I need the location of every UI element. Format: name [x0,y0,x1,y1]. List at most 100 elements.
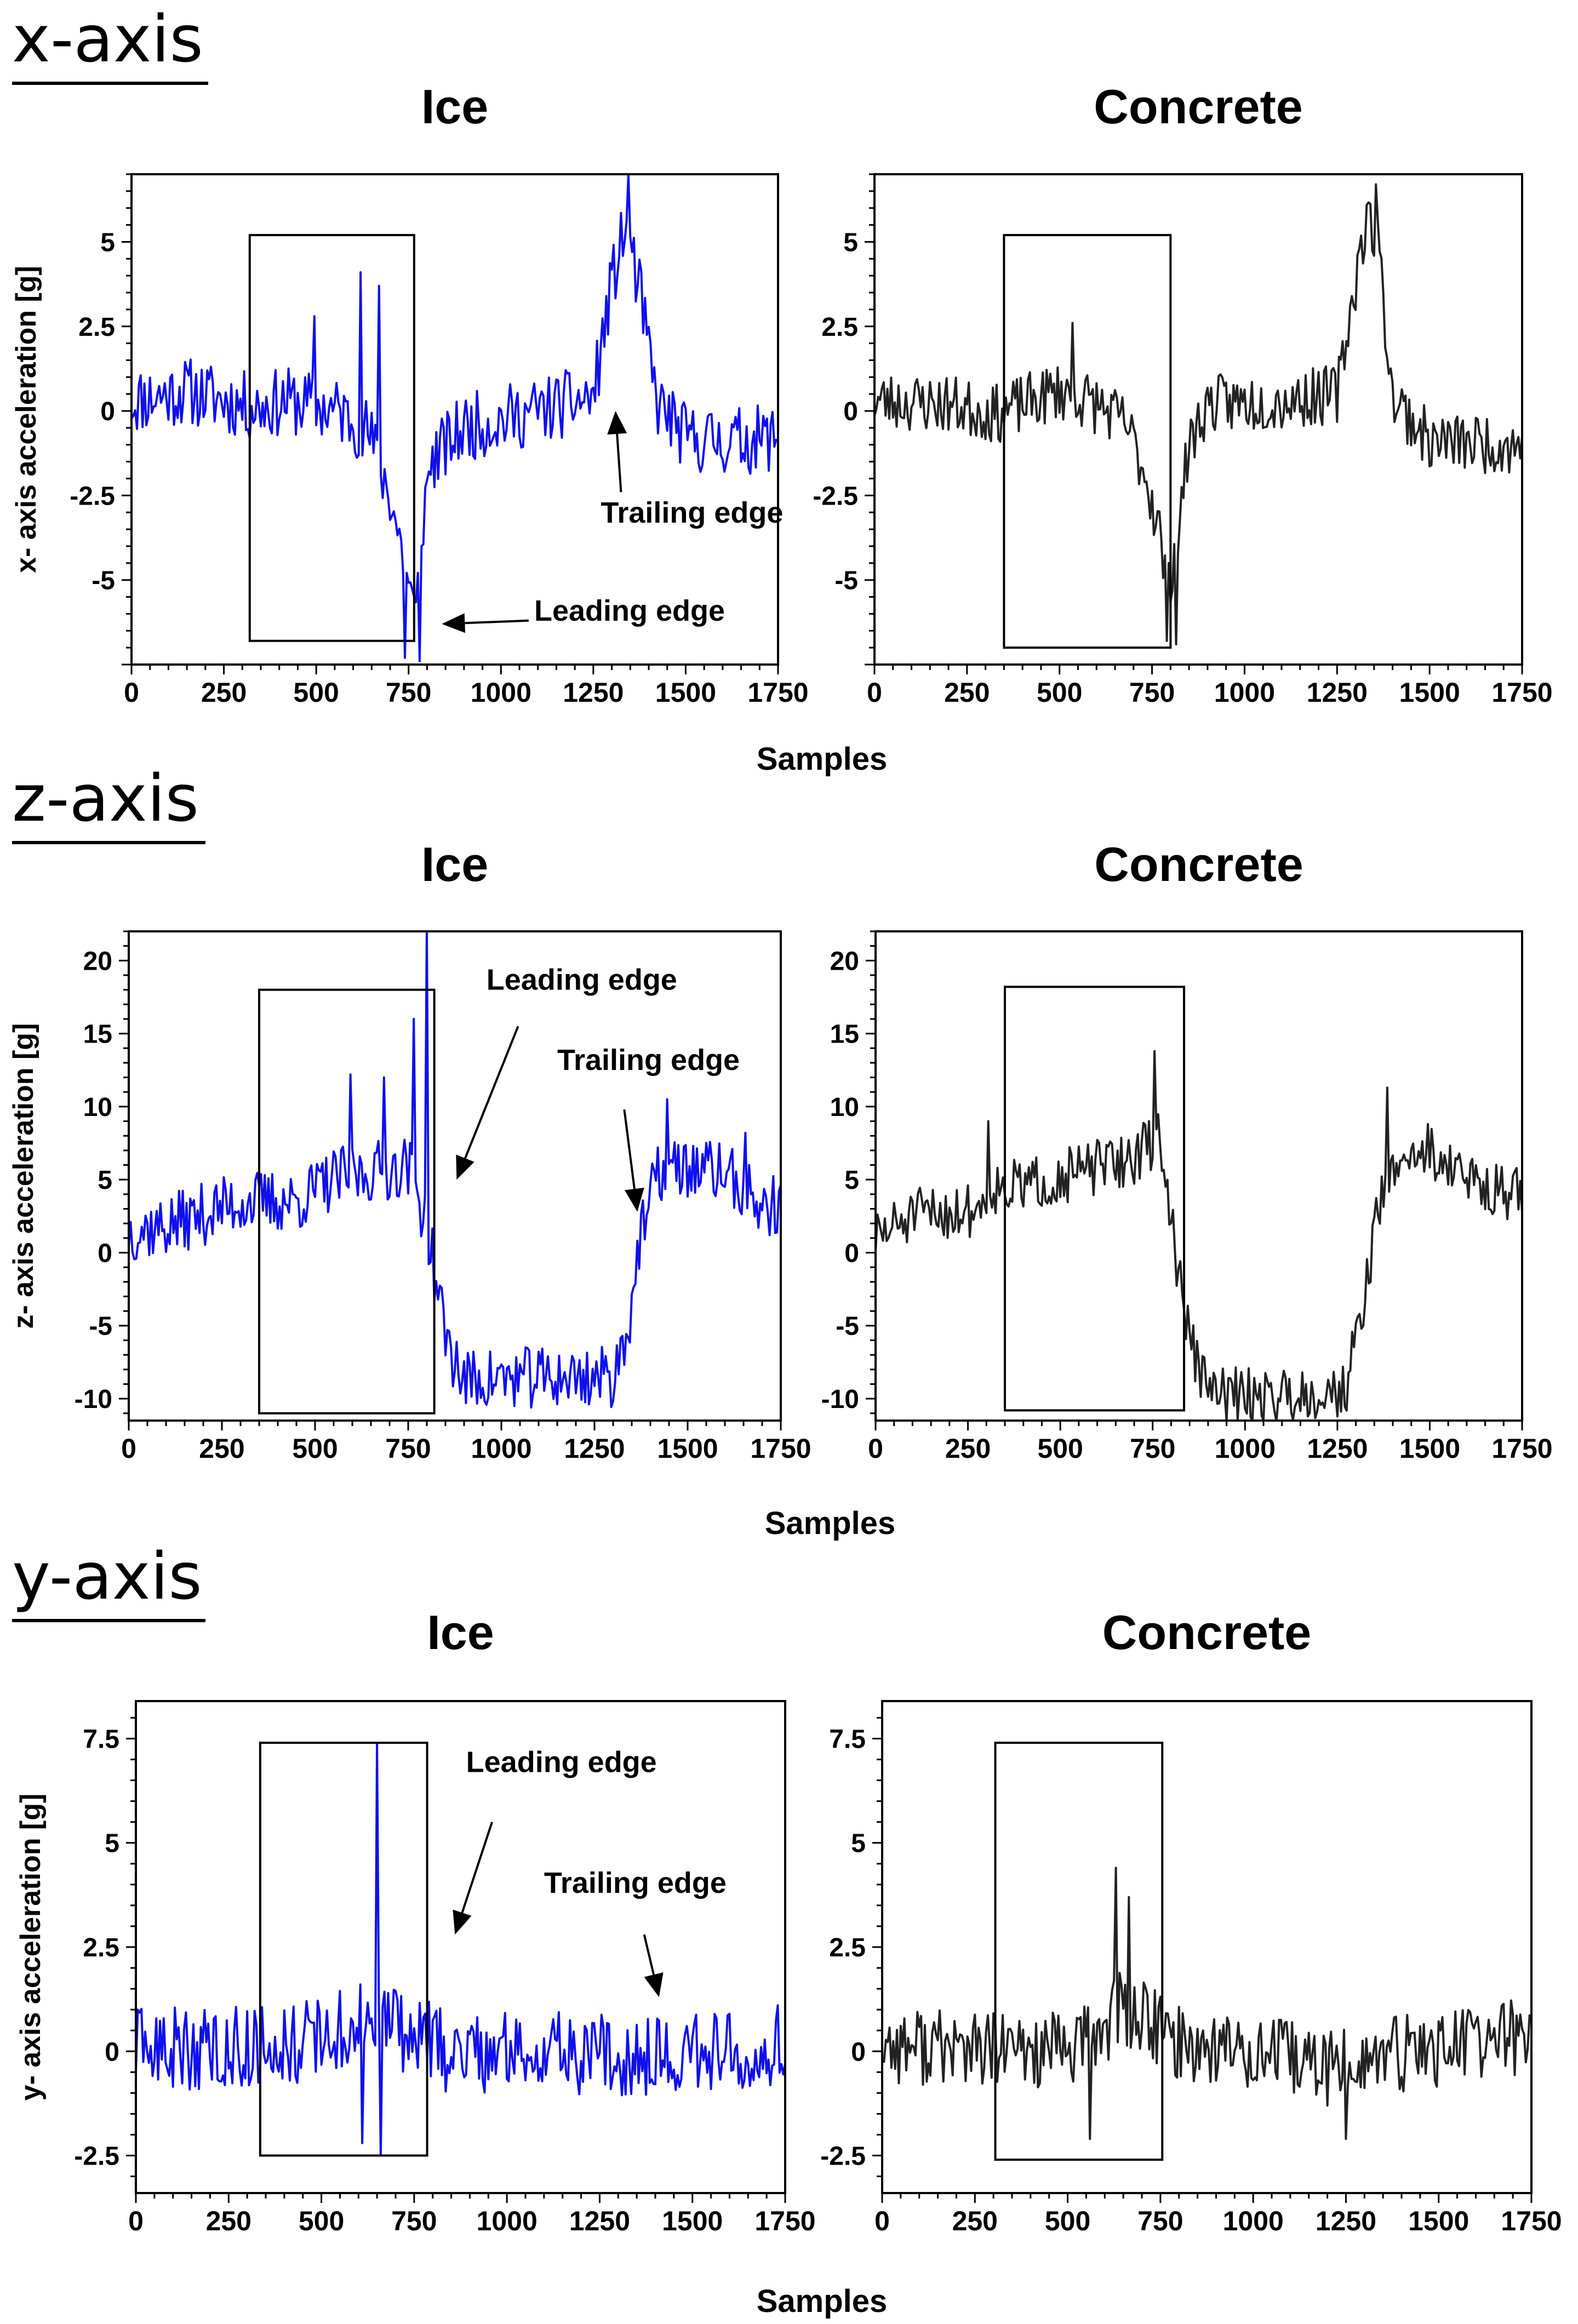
y-tick-label: 10 [83,1093,112,1122]
annotation-label: Leading edge [466,1745,657,1778]
x-tick-label: 1000 [471,677,531,708]
series-line [129,931,781,1409]
y-tick-label: 0 [851,2037,866,2067]
x-axis-label-row2: Samples [765,1506,896,1541]
section-title-y-axis: y-axis [12,1538,202,1614]
annotation-arrowhead [442,613,466,633]
x-tick-label: 750 [1130,1433,1175,1464]
x-tick-label: 500 [1037,1433,1083,1464]
section-title-z-axis: z-axis [12,760,199,836]
x-tick-label: 0 [867,677,882,708]
x-tick-label: 1750 [747,677,808,708]
x-tick-label: 1750 [754,2206,815,2236]
series-line [132,174,778,662]
x-tick-label: 1000 [471,1433,531,1464]
x-tick-label: 750 [386,677,431,708]
y-tick-label: 5 [844,1166,859,1195]
x-tick-label: 750 [1129,677,1175,708]
annotation-arrowhead [644,1972,664,1997]
chart-panel-3: Concrete 0 250 500 750 1000 1250 1500 1750 -10 -5 0… [821,837,1553,1464]
annotation-label: Trailing edge [544,1867,727,1899]
y-tick-label: 5 [843,228,858,257]
x-tick-label: 1000 [1215,1433,1276,1464]
series-line [882,1867,1531,2140]
highlight-box [248,234,415,642]
y-tick-label: -2.5 [70,482,115,511]
annotation-label: Trailing edge [601,496,783,529]
x-tick-label: 250 [199,1433,244,1464]
x-tick-label: 1500 [1399,1433,1460,1464]
x-tick-label: 250 [945,1433,991,1464]
y-tick-label: -5 [89,1312,112,1341]
plot-frame [130,173,779,666]
x-tick-label: 500 [292,1433,338,1464]
y-tick-label: 2.5 [78,313,115,342]
x-tick-label: 750 [1137,2206,1183,2236]
y-tick-label: 5 [98,1166,112,1195]
y-axis-label: y- axis acceleration [g] [15,1794,47,2101]
x-axis-label-row3: Samples [757,2283,888,2319]
x-tick-label: 1500 [655,677,716,708]
chart-title: Ice [427,1605,494,1659]
annotation-arrow [616,433,622,493]
y-tick-label: 2.5 [829,1933,866,1962]
x-tick-label: 1250 [563,677,624,708]
plot-frame [873,173,1523,666]
y-tick-label: 20 [830,947,859,976]
highlight-box [259,1742,428,2157]
annotation-label: Leading edge [534,594,725,627]
y-tick-label: -2.5 [813,482,858,511]
y-tick-label: -2.5 [820,2142,866,2171]
x-tick-label: 0 [874,2206,890,2236]
y-axis-label: z- axis acceleration [g] [8,1023,39,1329]
x-tick-label: 1750 [1491,1433,1552,1464]
annotation-arrowhead [607,411,627,435]
x-tick-label: 1500 [662,2206,723,2236]
annotation-arrowhead [625,1187,644,1212]
annotation-arrow [461,1822,493,1913]
x-tick-label: 0 [121,1433,136,1464]
chart-panel-0: Ice 0 250 500 750 1000 1250 1500 1750 -5 -2.5 0 2.5 5… [10,79,809,708]
x-tick-label: 1500 [657,1433,718,1464]
y-tick-label: 5 [100,228,115,257]
x-tick-label: 250 [206,2206,251,2236]
y-tick-label: -5 [836,1312,859,1341]
y-axis-label: x- axis acceleration [g] [10,266,42,573]
annotation-arrow [623,1109,636,1189]
annotation-arrow [643,1934,655,1975]
x-tick-label: 1250 [1307,1433,1368,1464]
annotation-arrow [465,619,529,625]
chart-title: Ice [421,837,488,891]
x-axis-label-row1: Samples [757,741,888,777]
chart-title: Ice [421,79,488,134]
y-tick-label: -10 [75,1385,112,1414]
x-tick-label: 1750 [1501,2206,1562,2236]
x-tick-label: 1000 [1214,677,1275,708]
x-tick-label: 250 [201,677,247,708]
x-tick-label: 500 [1045,2206,1090,2236]
x-tick-label: 1750 [750,1433,811,1464]
x-tick-label: 500 [293,677,339,708]
chart-panel-4: Ice 0 250 500 750 1000 1250 1500 1750 -2.5 0 2.5 5 7.… [15,1605,816,2236]
y-tick-label: 10 [830,1093,859,1122]
x-tick-label: 0 [124,677,139,708]
annotation-label: Leading edge [487,964,677,997]
y-tick-label: 5 [105,1829,119,1858]
highlight-box [994,1742,1164,2161]
x-tick-label: 1500 [1399,677,1460,708]
y-tick-label: 2.5 [821,313,858,342]
y-tick-label: 20 [83,947,112,976]
x-tick-label: 500 [299,2206,344,2236]
section-title-x-axis: x-axis [12,1,203,77]
chart-title: Concrete [1094,837,1303,891]
y-tick-label: 0 [105,2037,119,2067]
x-tick-label: 1500 [1408,2206,1469,2236]
plot-frame [881,1700,1533,2194]
highlight-box [1004,986,1186,1412]
x-tick-label: 1000 [1223,2206,1284,2236]
y-tick-label: 7.5 [829,1725,866,1754]
chart-panel-5: Concrete 0 250 500 750 1000 1250 1500 1750 -2.5 0 2… [820,1605,1562,2236]
y-tick-label: 15 [830,1020,859,1049]
x-tick-label: 1000 [477,2206,538,2236]
